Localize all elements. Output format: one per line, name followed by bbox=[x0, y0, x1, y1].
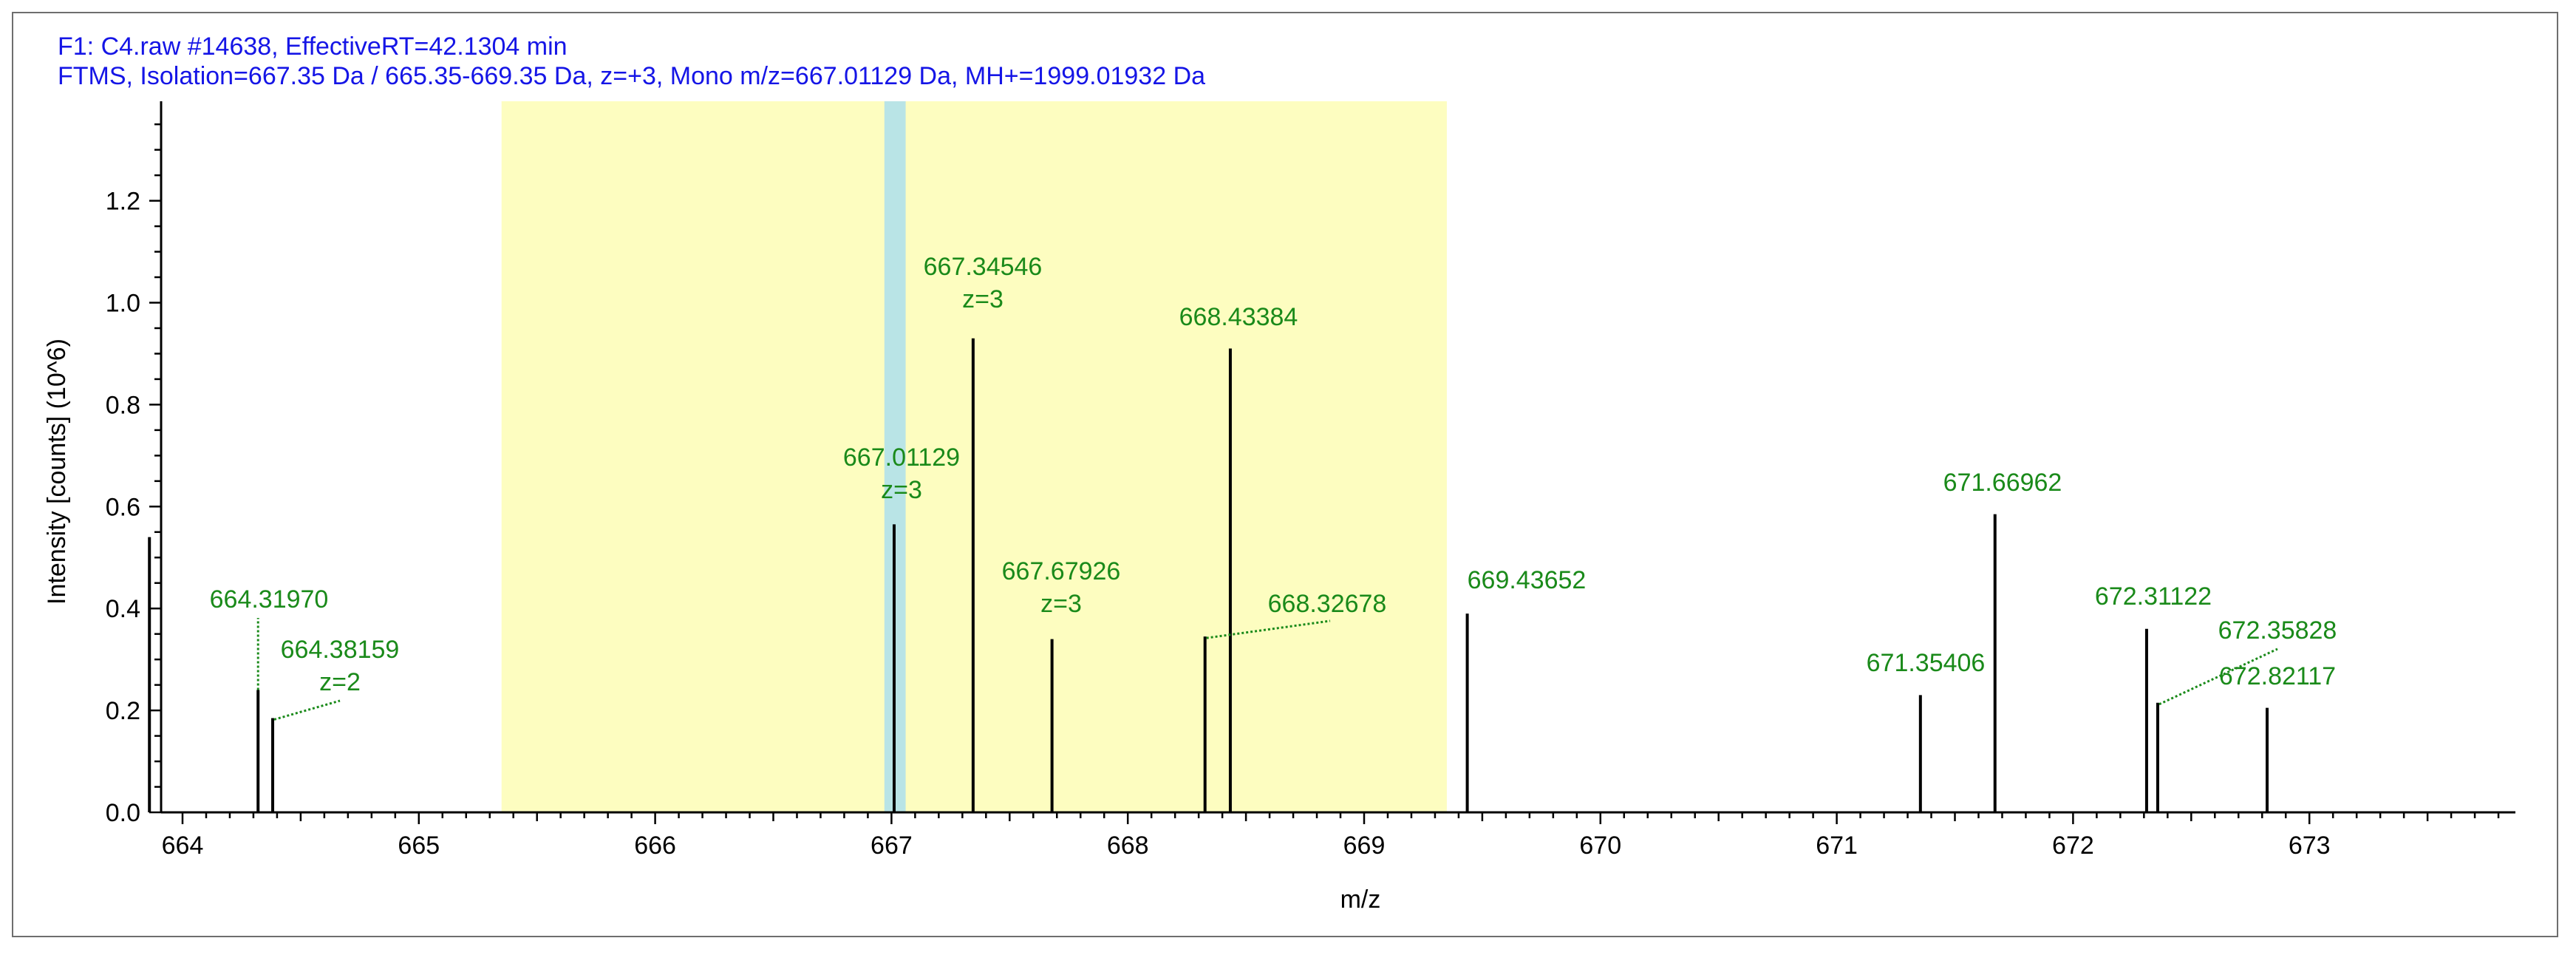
peak-mz-label: 671.35406 bbox=[1867, 649, 1986, 677]
peak-mz-label: 668.43384 bbox=[1179, 303, 1298, 331]
peak-charge-label: z=3 bbox=[1040, 590, 1082, 618]
x-tick-label: 666 bbox=[634, 832, 676, 860]
peak-leader-line bbox=[1206, 619, 1331, 639]
peak-charge-label: z=3 bbox=[962, 285, 1004, 313]
y-tick-label: 0.2 bbox=[106, 697, 140, 725]
peak-mz-label: 669.43652 bbox=[1468, 566, 1587, 594]
y-tick-label: 0.6 bbox=[106, 493, 140, 521]
scan-header-details: FTMS, Isolation=667.35 Da / 665.35-669.3… bbox=[58, 62, 1206, 90]
x-tick-label: 671 bbox=[1816, 832, 1858, 860]
peak-mz-label: 672.82117 bbox=[2219, 662, 2336, 690]
peak-mz-label: 672.35828 bbox=[2218, 616, 2337, 645]
x-tick-label: 668 bbox=[1107, 832, 1149, 860]
x-tick-label: 669 bbox=[1343, 832, 1386, 860]
x-tick-label: 664 bbox=[162, 832, 204, 860]
x-axis-title: m/z bbox=[1340, 886, 1381, 914]
x-tick-label: 665 bbox=[398, 832, 440, 860]
peak-mz-label: 667.34546 bbox=[924, 253, 1043, 281]
peak-mz-label: 667.67926 bbox=[1002, 557, 1121, 585]
peak-mz-label: 664.38159 bbox=[281, 636, 400, 664]
x-tick-label: 670 bbox=[1579, 832, 1621, 860]
y-tick-label: 0.8 bbox=[106, 391, 140, 419]
peak-charge-label: z=2 bbox=[319, 668, 361, 696]
x-tick-label: 673 bbox=[2289, 832, 2331, 860]
x-tick-label: 672 bbox=[2052, 832, 2094, 860]
peaks-layer bbox=[148, 338, 2269, 812]
y-tick-label: 1.2 bbox=[106, 188, 140, 216]
peak-labels-layer: 664.31970 664.38159 z=2 667.01129 z=3 667.345… bbox=[210, 253, 2337, 721]
scan-header-title: F1: C4.raw #14638, EffectiveRT=42.1304 m… bbox=[58, 33, 568, 61]
peak-mz-label: 671.66962 bbox=[1943, 469, 2062, 497]
peak-mz-label: 668.32678 bbox=[1268, 590, 1387, 618]
peak-mz-label: 664.31970 bbox=[210, 585, 329, 614]
peak-mz-label: 672.31122 bbox=[2095, 582, 2212, 611]
peak-mz-label: 667.01129 bbox=[843, 443, 960, 472]
y-tick-label: 0.4 bbox=[106, 595, 140, 623]
y-tick-label: 0.0 bbox=[106, 799, 140, 827]
y-axis-title: Intensity [counts] (10^6) bbox=[43, 339, 71, 605]
peak-charge-label: z=3 bbox=[881, 476, 922, 504]
axes-layer: 0.0 0.2 0.4 0.6 0.8 1.0 1.2 664 665 666 667 668 669 6… bbox=[106, 101, 2515, 860]
x-tick-label: 667 bbox=[870, 832, 913, 860]
y-tick-label: 1.0 bbox=[106, 290, 140, 318]
peak-leader-line bbox=[273, 699, 341, 721]
